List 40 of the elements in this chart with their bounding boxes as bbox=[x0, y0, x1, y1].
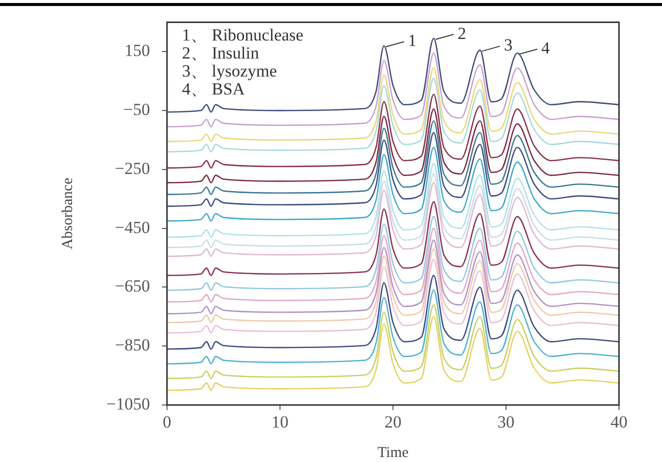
line-series bbox=[167, 182, 619, 257]
x-tick-label: 10 bbox=[272, 412, 288, 432]
line-series bbox=[167, 228, 619, 303]
line-series bbox=[167, 94, 619, 169]
annotation: 4、 BSA bbox=[182, 80, 246, 99]
line-series bbox=[167, 108, 619, 184]
x-tick-label: 0 bbox=[162, 412, 172, 432]
line-series bbox=[167, 162, 619, 238]
line-series bbox=[167, 201, 619, 276]
line-series bbox=[167, 274, 619, 350]
x-tick-label: 30 bbox=[498, 412, 514, 432]
y-tick-label: −50 bbox=[123, 100, 150, 120]
y-tick-label: −850 bbox=[114, 336, 150, 355]
line-series bbox=[167, 258, 619, 334]
annotation: 3 bbox=[504, 36, 513, 55]
annotation: 1、 Ribonuclease bbox=[182, 26, 304, 45]
y-tick-label: 150 bbox=[124, 41, 150, 60]
line-series bbox=[167, 304, 619, 380]
x-tick-label: 20 bbox=[384, 412, 402, 432]
line-series bbox=[167, 146, 619, 222]
line-series bbox=[167, 316, 619, 391]
y-tick-label: −250 bbox=[114, 158, 150, 178]
line-series bbox=[167, 290, 619, 364]
y-tick-label: −650 bbox=[114, 276, 150, 296]
y-tick-label: −450 bbox=[114, 218, 150, 237]
annotation: 2、 Insulin bbox=[182, 44, 260, 63]
y-tick-label: −1050 bbox=[106, 394, 150, 414]
y-axis-title: Absorbance bbox=[60, 177, 76, 250]
line-series bbox=[167, 120, 619, 196]
line-series bbox=[167, 248, 619, 324]
line-series bbox=[167, 216, 619, 291]
x-tick-label: 40 bbox=[610, 412, 628, 432]
line-series bbox=[167, 173, 619, 248]
annotation: 3、 lysozyme bbox=[182, 62, 277, 81]
annotation: 1 bbox=[408, 31, 416, 50]
line-series bbox=[167, 239, 619, 314]
annotation: 2 bbox=[458, 24, 466, 43]
annotation: 4 bbox=[541, 38, 550, 58]
line-series bbox=[167, 132, 619, 207]
x-axis-title: Time bbox=[377, 444, 409, 461]
